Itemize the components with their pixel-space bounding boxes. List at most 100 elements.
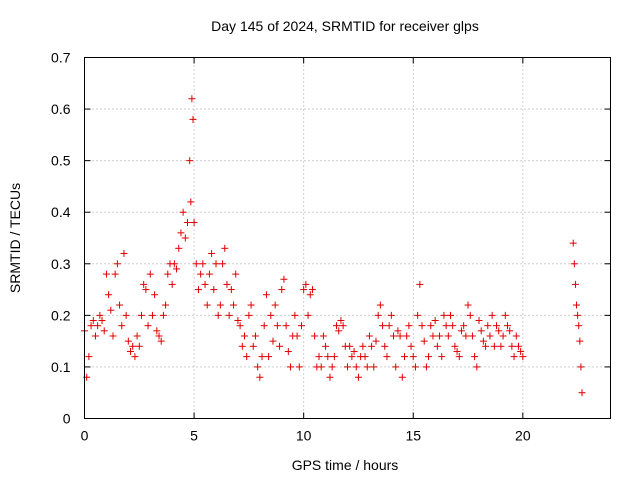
- data-point: [181, 234, 189, 242]
- data-point: [186, 157, 194, 165]
- data-point: [238, 342, 246, 350]
- data-point: [418, 322, 426, 330]
- data-point: [495, 327, 503, 335]
- data-point: [311, 332, 319, 340]
- data-point: [519, 353, 527, 361]
- data-point: [140, 280, 148, 288]
- data-point: [383, 353, 391, 361]
- data-point: [409, 353, 417, 361]
- data-point: [503, 322, 511, 330]
- data-point: [210, 286, 218, 294]
- data-point: [506, 327, 514, 335]
- data-point: [276, 342, 284, 350]
- data-point: [308, 286, 316, 294]
- data-point: [436, 332, 444, 340]
- data-point: [91, 332, 99, 340]
- data-point: [510, 353, 518, 361]
- data-point: [468, 332, 476, 340]
- data-point: [243, 353, 251, 361]
- data-point: [396, 332, 404, 340]
- data-point: [192, 260, 200, 268]
- data-point: [287, 363, 295, 371]
- data-point: [190, 219, 198, 227]
- data-point: [411, 363, 419, 371]
- data-point: [403, 332, 411, 340]
- data-point: [230, 301, 238, 309]
- data-point: [164, 270, 172, 278]
- data-point: [208, 249, 216, 257]
- data-point: [390, 332, 398, 340]
- data-point: [271, 301, 279, 309]
- data-point: [194, 286, 202, 294]
- data-point: [291, 311, 299, 319]
- data-points: [81, 95, 586, 397]
- data-point: [361, 353, 369, 361]
- data-point: [267, 311, 275, 319]
- y-tick-label: 0.1: [51, 359, 71, 375]
- data-point: [416, 280, 424, 288]
- data-point: [420, 337, 428, 345]
- data-point: [350, 347, 358, 355]
- data-point: [111, 270, 119, 278]
- data-point: [374, 311, 382, 319]
- data-point: [352, 363, 360, 371]
- x-tick-label: 5: [190, 428, 198, 444]
- data-point: [118, 322, 126, 330]
- data-point: [466, 311, 474, 319]
- data-point: [447, 311, 455, 319]
- data-point: [493, 322, 501, 330]
- data-point: [135, 342, 143, 350]
- data-point: [129, 342, 137, 350]
- axes: 0 5 10 15 20 0 0.1 0.2 0.3 0.4 0.5 0.6 0.7: [51, 50, 611, 444]
- data-point: [514, 342, 522, 350]
- data-point: [96, 311, 104, 319]
- data-point: [223, 280, 231, 288]
- data-point: [184, 219, 192, 227]
- data-point: [144, 322, 152, 330]
- data-point: [269, 337, 277, 345]
- data-point: [335, 327, 343, 335]
- data-point: [300, 286, 308, 294]
- y-tick-label: 0.2: [51, 307, 71, 323]
- data-point: [569, 239, 577, 247]
- data-point: [133, 332, 141, 340]
- data-point: [105, 291, 113, 299]
- data-point: [148, 311, 156, 319]
- data-point: [116, 301, 124, 309]
- data-point: [284, 347, 292, 355]
- data-point: [517, 347, 525, 355]
- data-point: [262, 291, 270, 299]
- data-point: [151, 291, 159, 299]
- data-point: [453, 347, 461, 355]
- data-point: [490, 342, 498, 350]
- data-point: [127, 347, 135, 355]
- data-point: [359, 342, 367, 350]
- data-point: [124, 337, 132, 345]
- data-point: [339, 322, 347, 330]
- data-point: [227, 286, 235, 294]
- data-point: [398, 373, 406, 381]
- data-point: [464, 301, 472, 309]
- data-point: [214, 311, 222, 319]
- data-point: [87, 322, 95, 330]
- data-point: [293, 332, 301, 340]
- y-tick-label: 0.4: [51, 204, 71, 220]
- data-point: [137, 311, 145, 319]
- data-point: [570, 260, 578, 268]
- y-axis-label: SRMTID / TECUs: [7, 183, 23, 293]
- data-point: [315, 353, 323, 361]
- data-point: [387, 311, 395, 319]
- data-point: [98, 317, 106, 325]
- data-point: [414, 311, 422, 319]
- data-point: [455, 353, 463, 361]
- data-point: [175, 244, 183, 252]
- data-point: [216, 301, 224, 309]
- data-point: [282, 322, 290, 330]
- data-point: [260, 322, 268, 330]
- data-point: [120, 249, 128, 257]
- data-point: [372, 337, 380, 345]
- data-point: [577, 363, 585, 371]
- data-point: [433, 342, 441, 350]
- data-point: [427, 322, 435, 330]
- data-point: [440, 311, 448, 319]
